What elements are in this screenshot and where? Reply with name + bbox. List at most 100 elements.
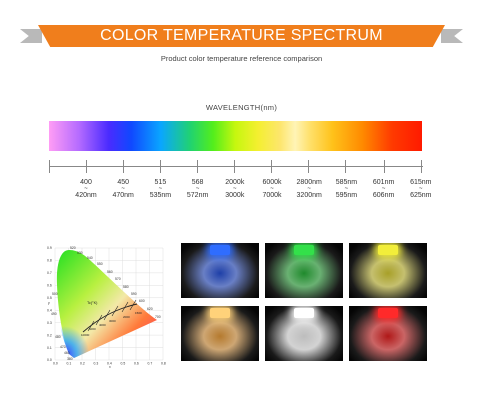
tick-label: 6000k ~7000k (252, 179, 292, 199)
tick-label-top: 6000k (262, 179, 282, 186)
tick-label: 2000k ~3000k (215, 179, 255, 199)
tick-label-top: 400 (80, 179, 92, 186)
tick-label: 568 ~572nm (178, 179, 218, 199)
product-photo-yellow (349, 243, 427, 298)
cie-wavelength-label: 500 (52, 292, 58, 296)
tick-label-separator: ~ (158, 186, 163, 192)
tick-label: 601nm ~606nm (364, 179, 404, 199)
tick-label-bottom: 3000k (225, 192, 245, 199)
product-photo-green (265, 243, 343, 298)
tick-label-top: 450 (117, 179, 130, 186)
banner-ribbon-left (20, 29, 42, 43)
cct-label: 10000 (81, 333, 90, 337)
tick-label-top: 615nm (410, 179, 432, 186)
cie-wavelength-label: 700 (155, 315, 161, 319)
spectrum-bar (49, 121, 422, 151)
cie-y-tick: 0.8 (47, 259, 52, 263)
tick-label-top: 2800nm (296, 179, 322, 186)
cie-wavelength-label: 480 (55, 335, 61, 339)
tick-label-top: 568 (191, 179, 204, 186)
cie-x-tick: 0.7 (148, 362, 153, 366)
tick-label-bottom: 572nm (186, 192, 209, 199)
tick-label-bottom: 535nm (149, 192, 172, 199)
cie-chromaticity-diagram: 0.0 0.1 0.2 0.3 0.4 0.5 0.6 0.7 0.8 0.0 0.1 0.2 0.3 0… (47, 246, 166, 368)
scale-tick (345, 160, 346, 173)
cie-x-tick: 0.0 (53, 362, 58, 366)
tick-label-separator: ~ (344, 186, 349, 192)
tick-label-separator: ~ (84, 186, 88, 192)
cie-x-tick: 0.5 (121, 362, 126, 366)
tick-label-separator: ~ (121, 186, 125, 192)
led-fixture-icon (294, 308, 314, 318)
product-photo-blue (181, 243, 259, 298)
led-fixture-icon (378, 308, 398, 318)
product-photo-warm-white (181, 306, 259, 361)
cct-label: 3000 (109, 319, 116, 323)
led-fixture-icon (210, 308, 230, 318)
cct-label: 6000 (89, 327, 96, 331)
scale-tick (234, 160, 235, 173)
cie-x-tick: 0.4 (107, 362, 112, 366)
cie-x-tick: 0.1 (67, 362, 72, 366)
tick-label: 515 ~535nm (140, 179, 180, 199)
cie-y-label: y (48, 301, 50, 305)
cie-x-tick: 0.3 (94, 362, 99, 366)
title-banner: COLOR TEMPERATURE SPECTRUM (38, 25, 445, 47)
tick-label-top: 515 (154, 179, 167, 186)
cie-y-tick: 0.2 (47, 333, 52, 337)
scale-tick (123, 160, 124, 173)
tick-label: 2800nm ~3200nm (289, 179, 329, 199)
tick-label-separator: ~ (381, 186, 386, 192)
cie-y-tick: 0.4 (47, 308, 52, 312)
cct-label: 4000 (99, 323, 106, 327)
tick-label-separator: ~ (233, 186, 237, 192)
cie-y-tick: 0.9 (47, 246, 52, 250)
cie-y-tick: 0.7 (47, 271, 52, 275)
cct-isotherm (95, 314, 103, 326)
cie-wavelength-label: 580 (123, 285, 129, 289)
cie-wavelength-label: 590 (131, 292, 137, 296)
tick-label: 585nm ~595nm (326, 179, 366, 199)
tick-label: 450 ~470nm (103, 179, 143, 199)
cie-x-tick: 0.8 (161, 362, 166, 366)
led-fixture-icon (294, 245, 314, 255)
cie-wavelength-label: 560 (107, 270, 113, 274)
tick-label: 615nm ~625nm (401, 179, 441, 199)
cct-isotherm (103, 309, 111, 321)
cct-isotherms (87, 299, 137, 332)
tick-label-bottom: 625nm (410, 192, 432, 199)
scale-tick (271, 160, 272, 173)
cie-wavelength-label: 540 (87, 256, 93, 260)
cct-label: 1500 (135, 311, 142, 315)
cie-wavelength-label: 550 (97, 262, 103, 266)
cie-axis-labels: 0.0 0.1 0.2 0.3 0.4 0.5 0.6 0.7 0.8 0.0 0.1 0.2 0.3 0… (47, 246, 166, 368)
cie-wavelength-label: 490 (51, 312, 57, 316)
scale-line (49, 166, 423, 167)
tick-label-top: 585nm (335, 179, 358, 186)
tick-label-bottom: 470nm (112, 192, 134, 199)
scale-tick (421, 160, 422, 173)
tick-label-bottom: 3200nm (296, 192, 322, 199)
cie-y-tick: 0.3 (47, 321, 52, 325)
tick-label-separator: ~ (195, 186, 200, 192)
scale-tick (197, 160, 198, 173)
product-photo-red (349, 306, 427, 361)
scale-tick (160, 160, 161, 173)
tick-label-separator: ~ (419, 186, 423, 192)
scale-tick (308, 160, 309, 173)
page-title: COLOR TEMPERATURE SPECTRUM (100, 27, 383, 44)
cie-wavelength-label: 570 (115, 277, 121, 281)
cie-wavelength-label: 460 (64, 351, 70, 355)
led-fixture-icon (210, 245, 230, 255)
cie-y-tick: 0.0 (47, 358, 52, 362)
cie-y-tick: 0.6 (47, 284, 52, 288)
tick-label-bottom: 7000k (262, 192, 282, 199)
cie-y-tick: 0.1 (47, 346, 52, 350)
cie-wavelength-label: 520 (70, 246, 76, 250)
cie-y-tick: 0.5 (47, 296, 52, 300)
cct-isotherm (129, 299, 137, 311)
cct-isotherm (87, 320, 95, 332)
cie-wavelength-label: 620 (147, 307, 153, 311)
